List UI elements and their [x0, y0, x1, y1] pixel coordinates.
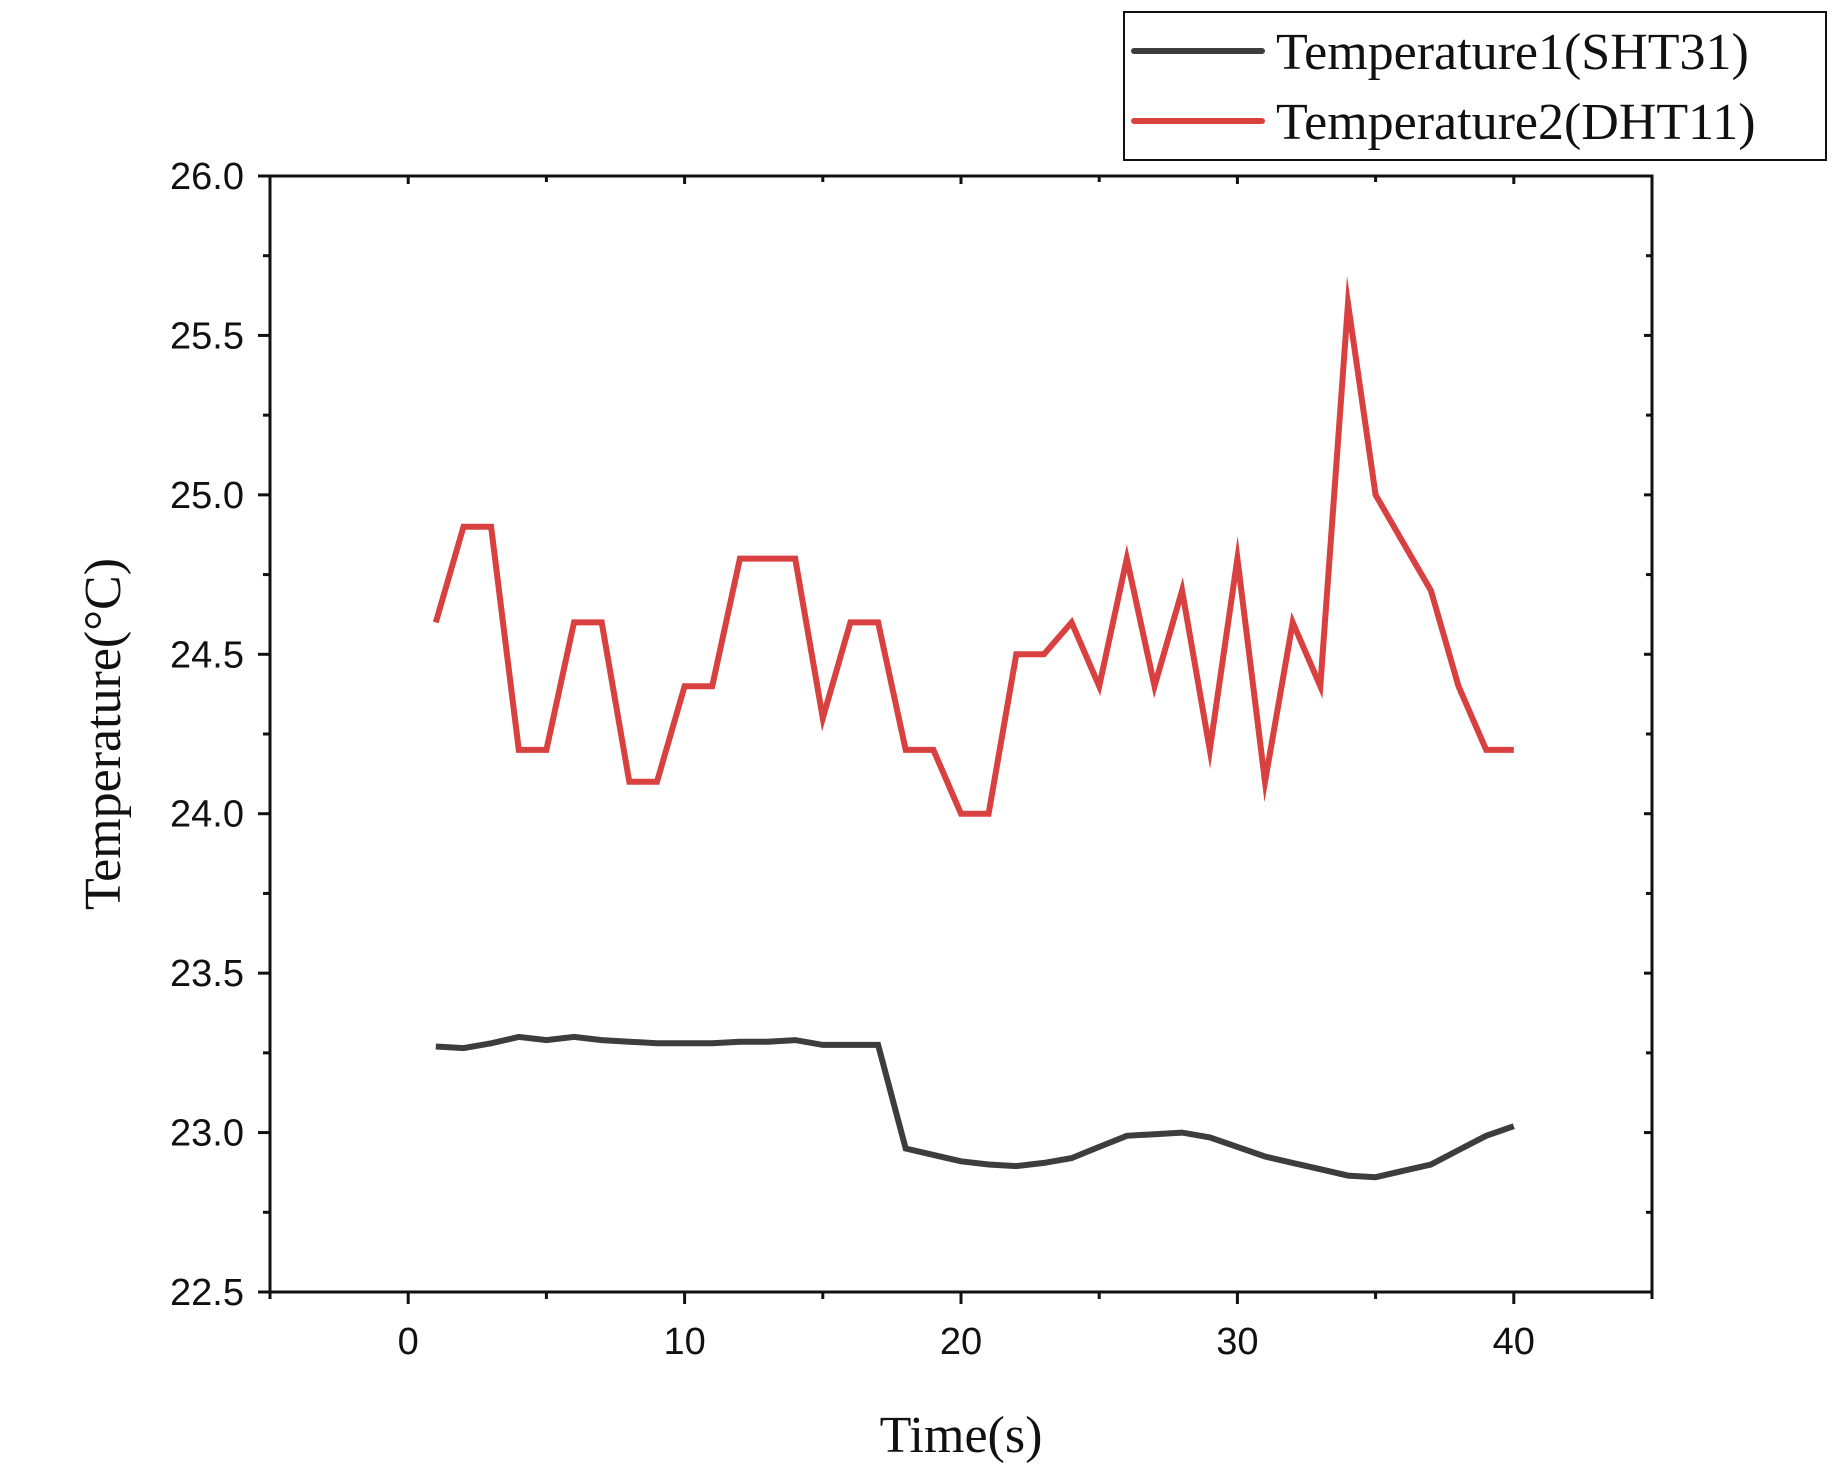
series-lines — [432, 275, 1515, 1181]
axis-ticks: 22.5 23.0 23.5 24.0 24.5 25.0 25.5 26.0 0 10 20 30 4… — [170, 156, 1654, 1363]
y-tick-label: 25.5 — [170, 315, 244, 357]
y-tick-label: 26.0 — [170, 156, 244, 198]
x-axis-title: Time(s) — [880, 1407, 1043, 1464]
x-tick-label: 10 — [663, 1321, 705, 1363]
y-tick-label: 23.0 — [170, 1113, 244, 1155]
legend-label-dht11: Temperature2(DHT11) — [1276, 94, 1756, 151]
y-tick-label: 22.5 — [170, 1272, 244, 1314]
series-line-sht31 — [435, 1033, 1515, 1181]
legend: Temperature1(SHT31) Temperature2(DHT11) — [1123, 11, 1827, 161]
series-line-dht11 — [432, 275, 1514, 817]
x-tick-label: 0 — [398, 1321, 419, 1363]
y-tick-label: 24.0 — [170, 794, 244, 836]
y-tick-label: 24.5 — [170, 634, 244, 676]
y-axis-title: Temperature(°C) — [75, 558, 132, 910]
x-tick-label: 30 — [1216, 1321, 1258, 1363]
y-tick-label: 25.0 — [170, 475, 244, 517]
plot-area — [268, 174, 1654, 1294]
legend-label-sht31: Temperature1(SHT31) — [1276, 24, 1749, 81]
x-tick-label: 40 — [1493, 1321, 1535, 1363]
plot-frame — [268, 174, 1654, 1294]
y-tick-label: 23.5 — [170, 953, 244, 995]
legend-box — [1123, 11, 1827, 161]
x-tick-label: 20 — [940, 1321, 982, 1363]
